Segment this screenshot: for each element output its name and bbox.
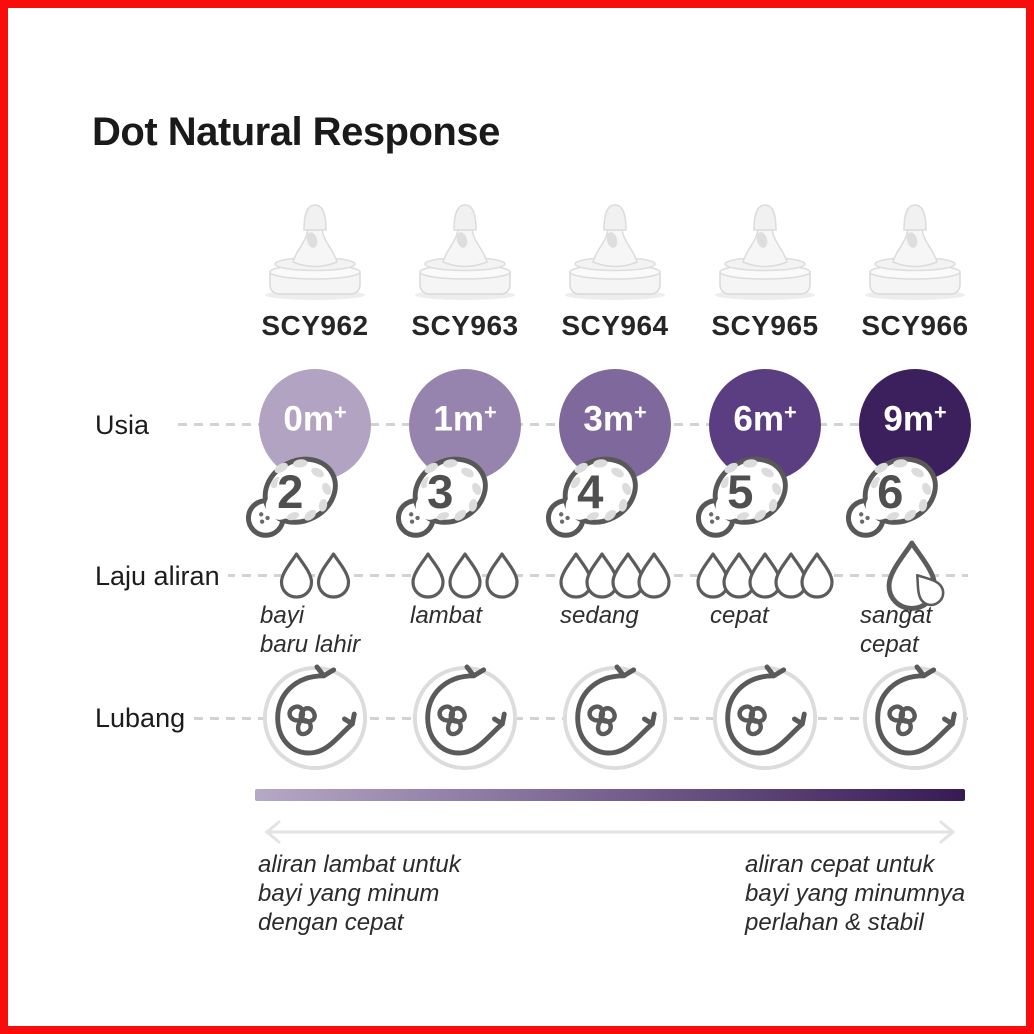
teat-photo (865, 204, 965, 300)
nipple-number-icon: 2 (245, 456, 338, 538)
droplet-group (240, 538, 390, 612)
product-column: SCY964 3m+ 4 sedang (540, 198, 690, 798)
hole-icon (562, 664, 668, 771)
product-column: SCY963 1m+ 3 lambat (390, 198, 540, 798)
fast-flow-caption: aliran cepat untuk bayi yang minumnya pe… (745, 851, 966, 936)
hole-icon (712, 664, 818, 771)
model-label: SCY966 (861, 310, 969, 341)
product-column: SCY965 6m+ 5 cepat (690, 198, 840, 798)
model-label: SCY965 (711, 310, 819, 341)
hole-icon (412, 664, 518, 771)
age-row-label: Usia (95, 410, 158, 441)
hole-row-label: Lubang (95, 703, 194, 734)
droplet-group (840, 538, 990, 612)
vent-dots-icon (559, 512, 570, 524)
vent-dots-icon (859, 512, 870, 524)
age-text: 6m+ (733, 399, 797, 439)
age-text: 3m+ (583, 399, 647, 439)
hole-icon (862, 664, 968, 771)
teat-photo (715, 204, 815, 300)
page-title: Dot Natural Response (92, 110, 500, 154)
model-label: SCY964 (561, 310, 669, 341)
flow-gradient-bar (255, 789, 965, 801)
flow-speed-label: sedang (560, 602, 639, 629)
model-label: SCY963 (411, 310, 519, 341)
vent-dots-icon (409, 512, 420, 524)
age-text: 1m+ (433, 399, 497, 439)
flow-number: 2 (277, 466, 303, 519)
spiral-vent-icon (287, 704, 317, 737)
teat-photo (565, 204, 665, 300)
product-column: SCY966 9m+ 6 sangat cepat (840, 198, 990, 798)
nipple-number-icon: 6 (845, 456, 938, 538)
flow-speed-label: bayi baru lahir (260, 602, 361, 658)
flow-number: 6 (877, 466, 903, 519)
flow-row-label: Laju aliran (95, 561, 228, 592)
teat-photo (265, 204, 365, 300)
flow-speed-label: cepat (710, 602, 769, 629)
flow-speed-label: lambat (410, 602, 483, 629)
age-badge: 6m+ (709, 369, 821, 481)
double-arrow-icon (264, 820, 956, 844)
nipple-number-icon: 3 (395, 456, 488, 538)
droplet-group (540, 538, 690, 612)
vent-dots-icon (259, 512, 270, 524)
teat-photo (415, 204, 515, 300)
slow-flow-caption: aliran lambat untuk bayi yang minum deng… (258, 851, 461, 936)
nipple-number-icon: 4 (545, 456, 638, 538)
flow-number: 3 (427, 466, 453, 519)
flow-number: 4 (577, 466, 604, 519)
spiral-vent-icon (737, 704, 767, 737)
age-text: 0m+ (283, 399, 347, 439)
flow-speed-label: sangat cepat (860, 602, 933, 658)
droplet-group (690, 538, 840, 612)
vent-dots-icon (709, 512, 720, 524)
age-text: 9m+ (883, 399, 947, 439)
spiral-vent-icon (887, 704, 917, 737)
hole-icon (262, 664, 368, 771)
spiral-vent-icon (587, 704, 617, 737)
flow-number: 5 (727, 466, 753, 519)
model-label: SCY962 (261, 310, 369, 341)
droplet-group (390, 538, 540, 612)
nipple-number-icon: 5 (695, 456, 788, 538)
product-column: SCY962 0m+ 2 bayi baru lahir (240, 198, 390, 798)
spiral-vent-icon (437, 704, 467, 737)
